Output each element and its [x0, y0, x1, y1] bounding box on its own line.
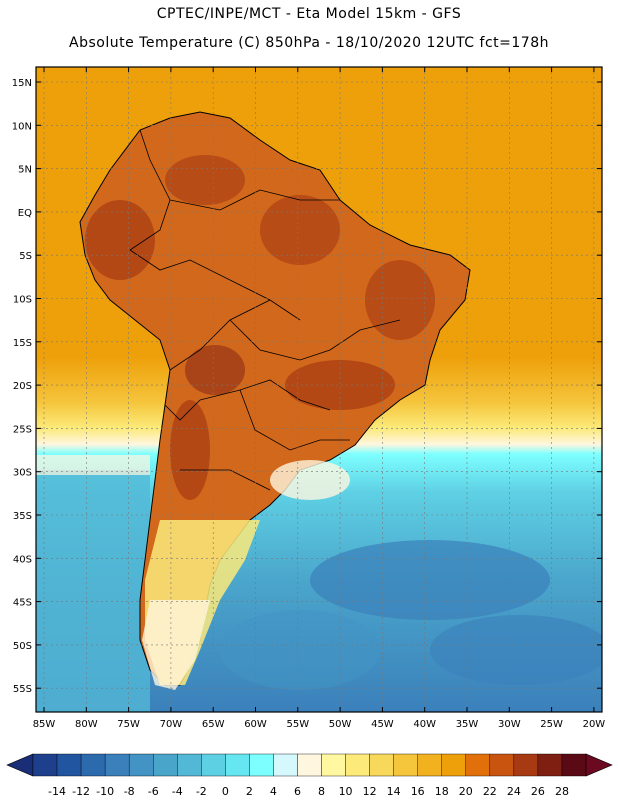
colorbar-swatch: [104, 753, 130, 777]
colorbar-swatch: [489, 753, 515, 777]
lon-label: 55W: [286, 719, 309, 730]
colorbar-swatch: [225, 753, 250, 777]
colorbar-tick-label: 16: [411, 785, 425, 798]
lat-label: 35S: [13, 511, 32, 522]
colorbar-swatch: [393, 753, 418, 777]
lon-label: 40W: [413, 719, 436, 730]
colorbar-swatch: [513, 753, 539, 777]
lon-label: 50W: [329, 719, 352, 730]
colorbar-tick-label: 12: [363, 785, 377, 798]
lon-label: 35W: [456, 719, 479, 730]
lat-label: 55S: [13, 684, 32, 695]
colorbar-swatch: [273, 753, 298, 777]
colorbar-tick-label: 18: [435, 785, 449, 798]
colorbar-swatch: [417, 753, 442, 777]
colorbar-swatch: [80, 753, 106, 777]
country-borders: [129, 129, 401, 491]
colorbar-tick-label: 24: [507, 785, 521, 798]
lat-label: 40S: [13, 554, 32, 565]
lon-label: 60W: [244, 719, 267, 730]
colorbar-swatch: [537, 753, 563, 777]
colorbar-tick-label: 6: [294, 785, 301, 798]
lat-label: 15S: [13, 338, 32, 349]
colorbar-over-arrow: [585, 753, 613, 777]
colorbar-swatch: [128, 753, 154, 777]
colorbar-swatch: [32, 753, 58, 777]
colorbar-swatch: [561, 753, 587, 777]
colorbar-tick-label: -8: [124, 785, 135, 798]
lat-label: 45S: [13, 598, 32, 609]
latitude-labels: 15N 10N 5N EQ 5S 10S 15S 20S 25S 30S 35S 40S 45S 50S 5…: [12, 78, 32, 695]
lat-label: 5N: [18, 165, 32, 176]
colorbar-swatch: [441, 753, 466, 777]
lon-label: 85W: [33, 719, 56, 730]
colorbar-tick-label: 26: [531, 785, 545, 798]
lat-label: EQ: [18, 208, 32, 219]
colorbar-under-arrow: [6, 753, 34, 777]
map-title: CPTEC/INPE/MCT - Eta Model 15km - GFS: [156, 6, 462, 22]
lon-label: 30W: [498, 719, 521, 730]
colorbar-swatch: [153, 753, 178, 777]
colorbar-swatch: [249, 753, 274, 777]
longitude-labels: 85W 80W 75W 70W 65W 60W 55W 50W 45W 40W 35W 30W 25W 2…: [33, 719, 606, 730]
colorbar-tick-label: 22: [483, 785, 497, 798]
lat-label: 15N: [12, 78, 32, 89]
colorbar-tick-label: 28: [555, 785, 569, 798]
lon-label: 70W: [160, 719, 183, 730]
lat-label: 50S: [13, 641, 32, 652]
lon-label: 20W: [583, 719, 606, 730]
colorbar-tick-label: -10: [96, 785, 114, 798]
colorbar-swatch: [465, 753, 491, 777]
colorbar-swatch: [297, 753, 322, 777]
colorbar-tick-label: -2: [196, 785, 207, 798]
colorbar-swatch: [201, 753, 226, 777]
colorbar-tick-label: 20: [459, 785, 473, 798]
colorbar-tick-label: -6: [148, 785, 159, 798]
lat-label: 10N: [12, 121, 32, 132]
map-subtitle: Absolute Temperature (C) 850hPa - 18/10/…: [69, 35, 549, 51]
lon-label: 45W: [371, 719, 394, 730]
colorbar-tick-label: -12: [72, 785, 90, 798]
colorbar-tick-label: 8: [318, 785, 325, 798]
colorbar: -14 -12 -10 -8 -6 -4 -2 0 2 4 6 8 10 12 14 16 18 20 22 24 26…: [6, 753, 613, 798]
colorbar-swatch: [369, 753, 394, 777]
colorbar-tick-label: 14: [387, 785, 401, 798]
colorbar-tick-label: 10: [339, 785, 353, 798]
lon-label: 80W: [75, 719, 98, 730]
colorbar-tick-label: 2: [246, 785, 253, 798]
lon-label: 65W: [202, 719, 225, 730]
colorbar-swatch: [177, 753, 202, 777]
lon-label: 25W: [540, 719, 563, 730]
colorbar-swatch: [56, 753, 82, 777]
colorbar-swatch: [321, 753, 346, 777]
lat-label: 30S: [13, 468, 32, 479]
map-frame: [35, 66, 603, 713]
colorbar-tick-label: -4: [172, 785, 183, 798]
map-field: [36, 67, 602, 712]
colorbar-tick-label: 4: [270, 785, 277, 798]
lon-label: 75W: [117, 719, 140, 730]
colorbar-tick-label: -14: [48, 785, 66, 798]
lat-label: 5S: [19, 251, 32, 262]
lat-label: 20S: [13, 381, 32, 392]
colorbar-tick-label: 0: [222, 785, 229, 798]
lat-label: 10S: [13, 295, 32, 306]
colorbar-swatch: [345, 753, 370, 777]
lat-label: 25S: [13, 424, 32, 435]
graticule: [36, 67, 602, 712]
